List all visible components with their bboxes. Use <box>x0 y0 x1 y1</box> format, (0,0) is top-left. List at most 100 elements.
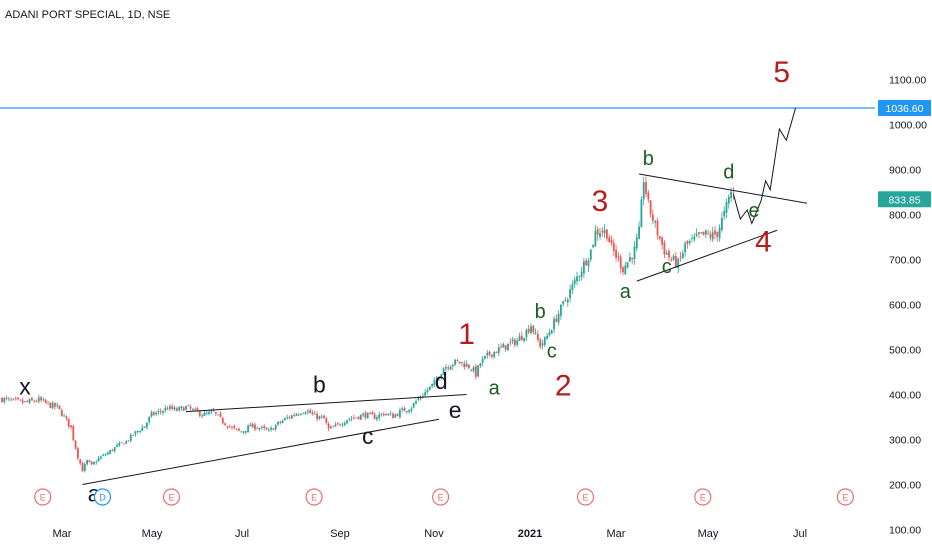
candle-body <box>474 366 477 377</box>
candle-body <box>97 457 100 462</box>
candle-body <box>320 416 323 418</box>
candle-body <box>700 232 703 234</box>
candle-body <box>295 414 298 416</box>
candle-body <box>580 271 583 277</box>
price-tick-label: 900.00 <box>889 165 921 177</box>
candle-body <box>178 407 180 411</box>
time-tick-label: Jul <box>793 528 807 540</box>
candle-body <box>270 427 272 430</box>
candle-body <box>339 424 341 426</box>
candle-body <box>284 418 286 421</box>
candle-body <box>435 378 438 380</box>
candle-body <box>256 428 259 430</box>
price-badges: 1036.60 833.85 <box>878 100 931 208</box>
candle-body <box>477 365 479 377</box>
candle-body <box>224 423 226 426</box>
candle-body <box>240 431 243 433</box>
candle-body <box>638 226 640 239</box>
candle-body <box>486 352 489 356</box>
candle-body <box>231 426 233 428</box>
candle-body <box>187 405 190 407</box>
candle-body <box>714 230 716 235</box>
candle-body <box>109 450 111 454</box>
candle-body <box>707 232 709 234</box>
candle-body <box>297 414 300 416</box>
wave-label: a <box>489 378 501 400</box>
candle-body <box>431 383 433 387</box>
candle-body <box>86 460 88 465</box>
candle-body <box>67 418 70 427</box>
candle-body <box>422 396 424 397</box>
candle-body <box>123 443 125 445</box>
candle-body <box>615 250 617 258</box>
candle-body <box>378 414 381 419</box>
candle-body <box>408 410 410 412</box>
candle-body <box>336 423 339 425</box>
candle-body <box>192 409 194 410</box>
candle-body <box>716 231 719 237</box>
candle-body <box>656 220 659 236</box>
candle-body <box>711 232 714 240</box>
candle-body <box>341 424 344 426</box>
candle-body <box>702 231 705 235</box>
candle-body <box>277 421 279 425</box>
candle-body <box>601 230 604 233</box>
candle-body <box>309 410 312 414</box>
earnings-marker-label: E <box>582 493 588 503</box>
candle-body <box>583 261 585 274</box>
candle-body <box>550 330 553 334</box>
candle-body <box>327 423 330 429</box>
candle-body <box>661 237 663 245</box>
candle-body <box>484 355 486 359</box>
candle-body <box>93 462 95 465</box>
time-tick-label: Mar <box>607 528 626 540</box>
candle-body <box>373 414 376 420</box>
candle-body <box>54 402 56 407</box>
candle-body <box>332 426 335 428</box>
candle-body <box>74 440 77 449</box>
candle-body <box>173 407 176 410</box>
candle-body <box>447 367 450 369</box>
candle-body <box>316 413 318 419</box>
candle-body <box>111 449 114 451</box>
candle-body <box>83 464 86 471</box>
wave-label: b <box>535 301 546 323</box>
candle-body <box>428 386 431 390</box>
candle-body <box>58 405 61 409</box>
candle-body <box>718 227 721 239</box>
candle-body <box>217 414 220 416</box>
candle-body <box>171 406 174 409</box>
candle-body <box>663 242 666 255</box>
candle-body <box>21 400 24 403</box>
candle-body <box>617 256 620 258</box>
candle-body <box>100 456 102 459</box>
candle-body <box>721 217 723 231</box>
trendline <box>639 173 808 204</box>
candle-body <box>343 422 346 426</box>
price-tick-label: 700.00 <box>889 255 921 267</box>
candle-body <box>440 374 443 379</box>
candle-body <box>150 412 153 417</box>
candle-body <box>355 417 358 419</box>
candle-body <box>19 399 22 401</box>
candle-body <box>405 411 408 413</box>
candle-body <box>77 448 79 459</box>
candle-body <box>366 412 369 419</box>
candle-body <box>635 237 638 249</box>
candle-body <box>564 300 567 302</box>
candle-body <box>302 413 305 415</box>
candle-body <box>180 406 183 409</box>
candle-body <box>272 428 275 430</box>
candle-body <box>566 299 569 303</box>
candle-body <box>509 341 512 343</box>
wave-label: c <box>662 256 672 278</box>
candle-body <box>675 256 677 267</box>
candle-body <box>116 444 118 447</box>
candle-body <box>723 210 726 217</box>
candle-body <box>162 411 164 413</box>
wave-label: c <box>547 341 557 363</box>
candle-body <box>44 399 47 403</box>
candle-body <box>49 402 52 408</box>
